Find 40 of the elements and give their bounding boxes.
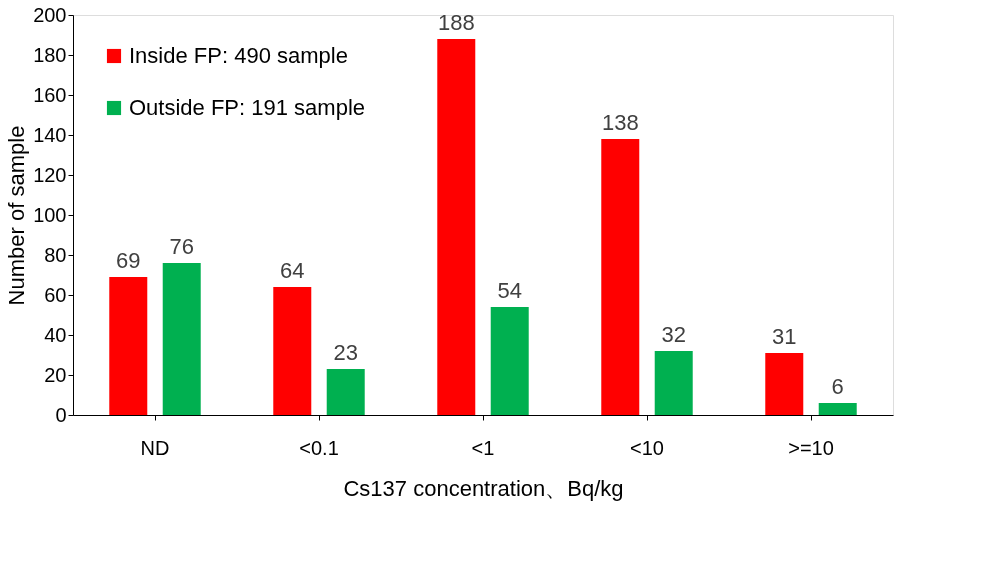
data-label: 6 (831, 374, 844, 399)
data-label: 138 (601, 110, 639, 135)
y-tick-label: 60 (44, 283, 67, 306)
y-tick-label: 160 (33, 83, 67, 106)
bar (818, 403, 857, 415)
bar (273, 287, 312, 415)
x-tick-label: <10 (630, 436, 664, 459)
bar (490, 307, 529, 415)
data-label: 23 (333, 340, 358, 365)
data-label: 31 (772, 324, 797, 349)
x-axis-title: Cs137 concentration、Bq/kg (343, 475, 624, 501)
y-tick-label: 180 (33, 43, 67, 66)
y-axis-title: Number of sample (4, 125, 30, 306)
data-label: 54 (497, 278, 522, 303)
y-tick-label: 20 (44, 363, 67, 386)
bar (765, 353, 804, 415)
data-label: 76 (169, 234, 194, 259)
x-tick-label: >=10 (788, 436, 834, 459)
x-tick-label: ND (140, 436, 170, 459)
y-tick-label: 40 (44, 323, 67, 346)
legend-label: Outside FP: 191 sample (129, 95, 366, 120)
bar (654, 351, 693, 415)
data-label: 64 (280, 258, 305, 283)
data-label: 32 (661, 322, 686, 347)
data-label: 188 (437, 10, 475, 35)
x-tick-label: <0.1 (299, 436, 339, 459)
x-tick-label: <1 (471, 436, 495, 459)
bar (109, 277, 148, 415)
y-tick-label: 140 (33, 123, 67, 146)
legend-label: Inside FP: 490 sample (129, 43, 348, 68)
bar (601, 139, 640, 415)
bar (162, 263, 201, 415)
y-tick-label: 120 (33, 163, 67, 186)
y-tick-label: 200 (33, 3, 67, 26)
bar (437, 39, 476, 415)
data-label: 69 (116, 248, 141, 273)
y-tick-label: 100 (33, 203, 67, 226)
y-tick-label: 0 (55, 403, 67, 426)
bar (326, 369, 365, 415)
y-tick-label: 80 (44, 243, 67, 266)
